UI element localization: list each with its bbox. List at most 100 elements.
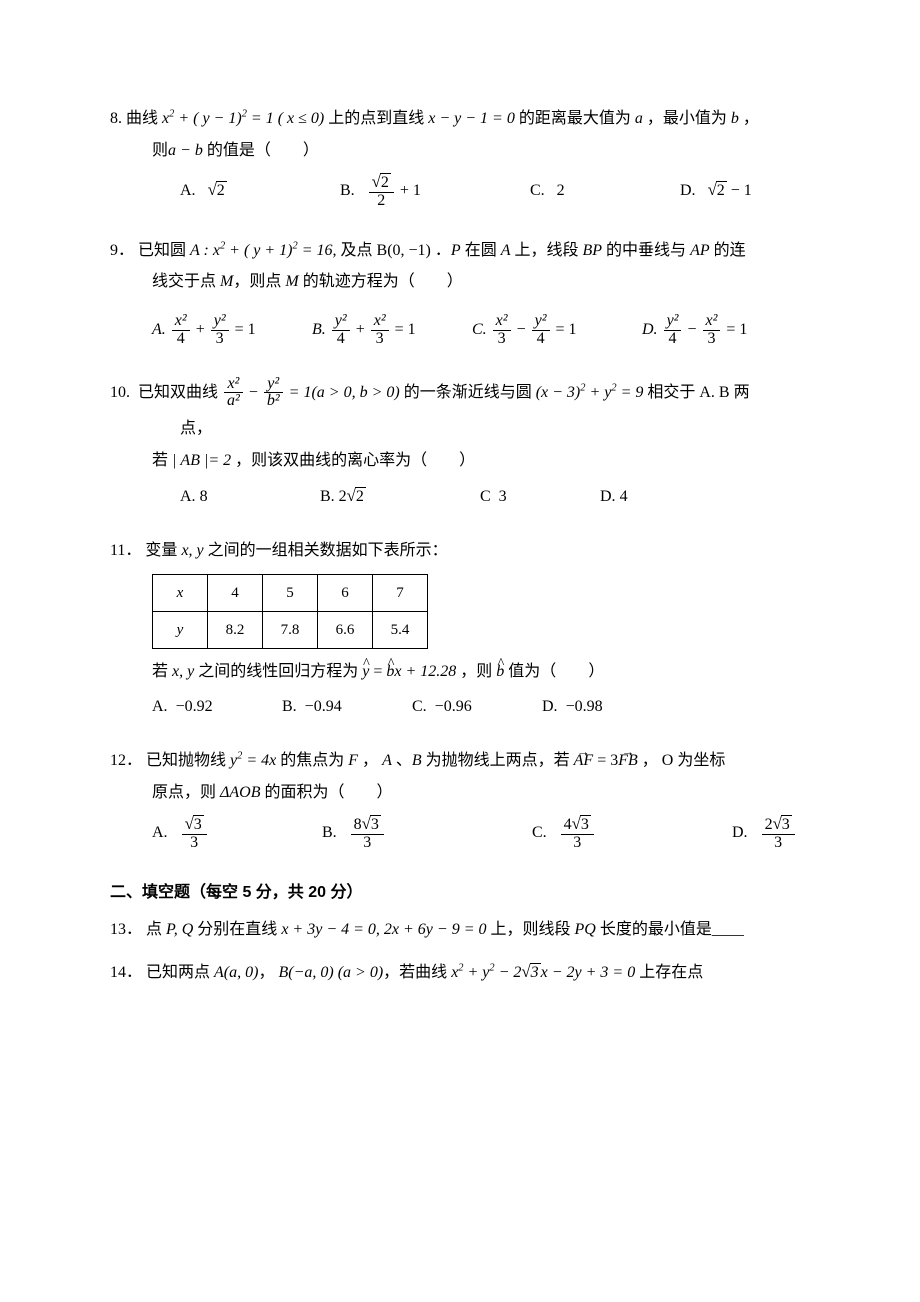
q12-eq: = 3 [593, 752, 618, 769]
q10-line3-b: ，则该双曲线的离心率为（ [235, 452, 427, 469]
q11-y-2: 6.6 [318, 611, 373, 648]
q9-a-t1d: 4 [172, 331, 190, 348]
q12-number: 12． [110, 752, 142, 769]
q11-x-0: 4 [208, 574, 263, 611]
q10-h1n: x² [224, 376, 243, 394]
question-13: 13． 点 P, Q 分别在直线 x + 3y − 4 = 0, 2x + 6y… [110, 917, 810, 943]
q12-line1: 12． 已知抛物线 y2 = 4x 的焦点为 F ， A 、B 为抛物线上两点，… [110, 748, 810, 774]
q10-stem-b: 的一条渐近线与圆 [404, 384, 536, 401]
q14-stem-a: 已知两点 [146, 964, 214, 981]
q13-stem-b: 上，则线段 PQ 长度的最小值是____ [491, 921, 744, 938]
q12-stem-a: 已知抛物线 [146, 752, 230, 769]
q9-c-eq: = 1 [552, 321, 577, 338]
q10-h2d: b² [264, 393, 283, 410]
q14-ptB: B(−a, 0) [278, 964, 333, 981]
q10-line3-a: 若 [152, 452, 172, 469]
q8-b-tail: + 1 [396, 182, 421, 199]
q12-vec-af: AF [574, 752, 594, 769]
q9-number: 9． [110, 242, 134, 259]
q8-stem-c: 的距离最大值为 [519, 110, 635, 127]
q14-sep: ， [258, 964, 278, 981]
q11-line3-a: 若 [152, 663, 172, 680]
q8-line-eq: x − y − 1 = 0 [428, 110, 515, 127]
q10-number: 10. [110, 384, 130, 401]
q9-a-op: + [192, 321, 209, 338]
q12-c-label: C. [532, 824, 547, 841]
q11-table-row-x: x 4 5 6 7 [153, 574, 428, 611]
q11-l3-vars: x, y [172, 663, 194, 680]
q9-options: A. x²4 + y²3 = 1 B. y²4 + x²3 = 1 C. x²3… [110, 313, 810, 348]
q9-line2: 线交于点 M，则点 M 的轨迹方程为（ ） [110, 269, 810, 295]
q8-d-val: 2 − 1 [708, 182, 752, 199]
q12-line2: 原点，则 ΔAOB 的面积为（ ） [110, 780, 810, 806]
q11-xh: x [153, 574, 208, 611]
q10-options: A. 8 B. 22 C 3 D. 4 [110, 483, 810, 510]
q12-stem-c: ， O 为坐标 [642, 752, 726, 769]
q9-d-t2n: x² [703, 313, 721, 331]
q11-line3-c: ，则 [460, 663, 496, 680]
q11-number: 11． [110, 542, 141, 559]
q8-line1: 8. 曲线 x2 + ( y − 1)2 = 1 ( x ≤ 0) 上的点到直线… [110, 106, 810, 132]
q11-line3-b: 之间的线性回归方程为 [198, 663, 362, 680]
q8-a-val: 2 [208, 177, 227, 204]
q10-line2: 点， [110, 416, 810, 442]
q9-b-t1n: y² [332, 313, 350, 331]
q9-c-t1d: 3 [493, 331, 511, 348]
question-10: 10. 已知双曲线 x²a² − y²b² = 1(a > 0, b > 0) … [110, 376, 810, 511]
q14-line1: 14． 已知两点 A(a, 0)， B(−a, 0) (a > 0)，若曲线 x… [110, 959, 810, 986]
q12-b-pre: 8 [354, 816, 362, 833]
q9-d-t1n: y² [664, 313, 682, 331]
q11-opt-c: C. −0.96 [412, 694, 542, 720]
q13-line1: 13． 点 P, Q 分别在直线 x + 3y − 4 = 0, 2x + 6y… [110, 917, 810, 943]
q12-a-den: 3 [182, 835, 207, 852]
q11-line3-d: 值为（ [508, 663, 556, 680]
q12-a-label: A. [152, 824, 168, 841]
q8-b-label: B. [340, 182, 355, 199]
q11-x-1: 5 [263, 574, 318, 611]
q8-var-b: b [731, 110, 739, 127]
q8-options: A. 2 B. 22 + 1 C. 2 D. 2 − 1 [110, 173, 810, 210]
q8-stem-a: 曲线 [126, 110, 162, 127]
q10-opt-b: B. 22 [320, 483, 480, 510]
q9-stem-c: ．P 在圆 A 上，线段 BP 的中垂线与 AP 的连 [435, 242, 746, 259]
q9-stem-b: 及点 [341, 242, 373, 259]
q10-opt-a: A. 8 [180, 484, 320, 510]
q9-d-op: − [683, 321, 700, 338]
q11-stem-b: 之间的一组相关数据如下表所示： [208, 542, 448, 559]
q11-eq-tail: x + 12.28 [394, 663, 456, 680]
q12-stem-b: 的焦点为 F ， A 、B 为抛物线上两点，若 [280, 752, 573, 769]
q9-b-t2d: 3 [371, 331, 389, 348]
q10-a-val: 8 [200, 488, 208, 505]
q9-opt-c: C. x²3 − y²4 = 1 [472, 313, 642, 348]
q8-a-label: A. [180, 182, 196, 199]
q10-line2-text: 点， [180, 420, 212, 437]
q9-line2-end: ） [447, 273, 463, 290]
q11-d-label: D. [542, 698, 558, 715]
q9-a-t1n: x² [172, 313, 190, 331]
q10-circle: (x − 3)2 + y2 = 9 [536, 384, 644, 401]
q11-line3: 若 x, y 之间的线性回归方程为 y = bx + 12.28 ，则 b 值为… [110, 659, 810, 685]
q11-x-3: 7 [373, 574, 428, 611]
q14-curve: x2 + y2 − 23x − 2y + 3 = 0 [451, 964, 635, 981]
q8-stem-e: ， [743, 110, 759, 127]
q12-line2-b: 的面积为（ [265, 784, 345, 801]
q8-c-label: C. [530, 182, 545, 199]
q9-a-label: A. [152, 321, 166, 338]
q12-b-den: 3 [351, 835, 384, 852]
q11-a-val: −0.92 [176, 698, 213, 715]
q9-line1: 9． 已知圆 A : x2 + ( y + 1)2 = 16, 及点 B(0, … [110, 238, 810, 264]
q8-opt-c: C. 2 [530, 178, 680, 204]
q13-lines: x + 3y − 4 = 0, 2x + 6y − 9 = 0 [281, 921, 486, 938]
q11-y-0: 8.2 [208, 611, 263, 648]
q11-c-label: C. [412, 698, 427, 715]
q10-line3: 若 | AB |= 2 ，则该双曲线的离心率为（ ） [110, 448, 810, 474]
q11-opt-d: D. −0.98 [542, 694, 603, 720]
q14-mid: ，若曲线 [383, 964, 451, 981]
q9-opt-b: B. y²4 + x²3 = 1 [312, 313, 472, 348]
q9-c-op: − [513, 321, 530, 338]
q9-b-label: B. [312, 321, 326, 338]
q9-circle: A : x2 + ( y + 1)2 = 16, [190, 242, 336, 259]
q14-number: 14． [110, 964, 142, 981]
q11-options: A. −0.92 B. −0.94 C. −0.96 D. −0.98 [110, 694, 810, 720]
q10-ab: | AB |= 2 [172, 452, 231, 469]
